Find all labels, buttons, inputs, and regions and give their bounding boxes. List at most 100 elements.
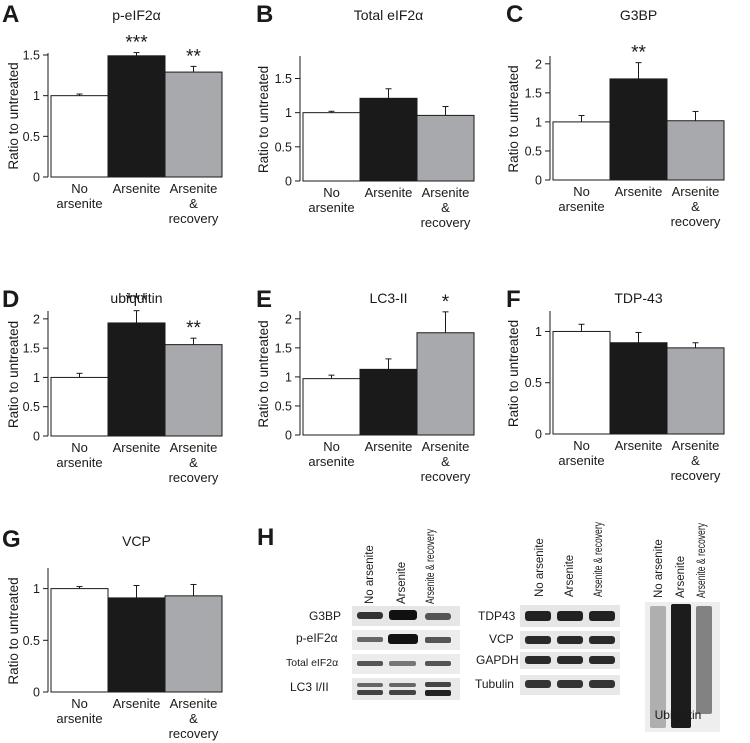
y-tick-label: 0.5	[23, 400, 40, 414]
category-label: arsenite	[558, 453, 604, 468]
bar	[164, 71, 223, 178]
y-tick-label: 0	[33, 686, 40, 700]
chart-title: Total eIF2α	[354, 7, 424, 23]
y-tick-label: 2	[33, 312, 40, 326]
bar	[416, 332, 475, 436]
blot-band	[425, 690, 451, 696]
panel-letter-h: H	[257, 524, 274, 551]
category-label: recovery	[169, 726, 219, 741]
bar	[666, 120, 725, 181]
blot-band	[525, 636, 551, 644]
y-axis-label: Ratio to untreated	[6, 321, 21, 428]
blot2-lane-label-3-text: Arsenite & recovery	[593, 522, 605, 597]
blot-panel: H No arsenite Arsenite Arsenite & recove…	[257, 522, 720, 732]
blot-band	[557, 680, 583, 688]
blot-row-label-tdp43: TDP43	[478, 609, 516, 623]
chart-title: ubiquitin	[110, 290, 162, 306]
category-label: &	[441, 200, 450, 215]
blot-row-label-vcp: VCP	[489, 632, 514, 646]
y-tick-label: 1.5	[23, 49, 40, 63]
blot-band	[425, 637, 451, 643]
blot1-lane-label-3: Arsenite & recovery	[425, 529, 437, 604]
category-label: Arsenite	[365, 439, 413, 454]
bar	[164, 595, 223, 693]
blot-band	[357, 683, 383, 687]
category-label: &	[691, 453, 700, 468]
ubiquitin-lane-label-3: Arsenite & recovery	[696, 523, 708, 598]
bar	[552, 330, 611, 435]
bar	[50, 95, 109, 178]
category-label: &	[189, 455, 198, 470]
category-label: arsenite	[56, 196, 102, 211]
category-label: recovery	[169, 470, 219, 485]
chart-panel-c: C G3BP Ratio to untreated 0 0.5 1 1.5 2 Noarseni…	[506, 1, 725, 229]
y-tick-label: 2	[285, 312, 292, 326]
category-label: Arsenite	[615, 184, 663, 199]
blot-band	[388, 634, 418, 644]
bar	[107, 322, 166, 437]
category-label: No	[71, 696, 88, 711]
blot-band	[525, 611, 551, 621]
bar	[416, 114, 475, 182]
y-axis-label: Ratio to untreated	[256, 320, 271, 427]
blot-band	[589, 611, 615, 621]
category-label: No	[573, 438, 590, 453]
blot-band	[589, 680, 615, 688]
category-label: No	[71, 440, 88, 455]
blot-band	[557, 656, 583, 664]
y-axis-label: Ratio to untreated	[6, 62, 21, 169]
y-tick-label: 0	[285, 175, 292, 189]
blot2-lane-label-1: No arsenite	[534, 538, 546, 597]
bar	[666, 347, 725, 435]
y-tick-label: 0.5	[525, 144, 542, 158]
category-label: No	[323, 185, 340, 200]
category-label: arsenite	[308, 454, 354, 469]
significance-mark: ***	[125, 291, 148, 312]
blot-band	[357, 612, 383, 619]
blot-band	[389, 661, 416, 666]
chart-title: TDP-43	[614, 290, 662, 306]
y-tick-label: 1	[535, 115, 542, 129]
y-tick-label: 2	[535, 57, 542, 71]
blot-row-label-tubulin: Tubulin	[475, 677, 514, 691]
ubiquitin-lane-3	[696, 606, 712, 714]
category-label: Arsenite	[672, 184, 720, 199]
bar	[107, 55, 166, 178]
y-tick-label: 1.5	[275, 72, 292, 86]
blot2-lane-label-2: Arsenite	[564, 555, 576, 597]
category-label: arsenite	[56, 711, 102, 726]
ubiquitin-lane-2	[671, 604, 691, 728]
blot1-strips	[352, 606, 460, 700]
ubiquitin-lane-label-3-text: Arsenite & recovery	[696, 523, 708, 598]
bar	[552, 121, 611, 181]
chart-title: G3BP	[620, 7, 657, 23]
blot1-lane-label-2: Arsenite	[396, 562, 408, 604]
y-tick-label: 0.5	[275, 399, 292, 413]
blot-band	[389, 690, 416, 695]
category-label: Arsenite	[113, 181, 161, 196]
blot-band	[425, 613, 451, 620]
ubiquitin-lane-1	[650, 606, 666, 728]
y-tick-label: 0.5	[23, 634, 40, 648]
y-tick-label: 1.5	[23, 342, 40, 356]
panel-letter: A	[2, 1, 19, 28]
blot-band	[589, 636, 615, 644]
chart-title: VCP	[122, 533, 151, 549]
panel-letter: D	[2, 286, 19, 313]
category-label: No	[323, 439, 340, 454]
blot-band	[557, 636, 583, 644]
significance-mark: *	[442, 292, 450, 313]
y-axis-label: Ratio to untreated	[506, 320, 521, 427]
y-tick-label: 1	[285, 106, 292, 120]
blot-band	[525, 680, 551, 688]
significance-mark: **	[631, 43, 646, 64]
bar	[164, 344, 223, 437]
y-tick-label: 0	[535, 428, 542, 442]
y-tick-label: 1	[535, 325, 542, 339]
category-label: No	[71, 181, 88, 196]
blot-band	[425, 661, 451, 666]
bar	[359, 368, 418, 436]
category-label: Arsenite	[170, 696, 218, 711]
y-tick-label: 1.5	[275, 341, 292, 355]
panel-letter: B	[256, 1, 273, 28]
